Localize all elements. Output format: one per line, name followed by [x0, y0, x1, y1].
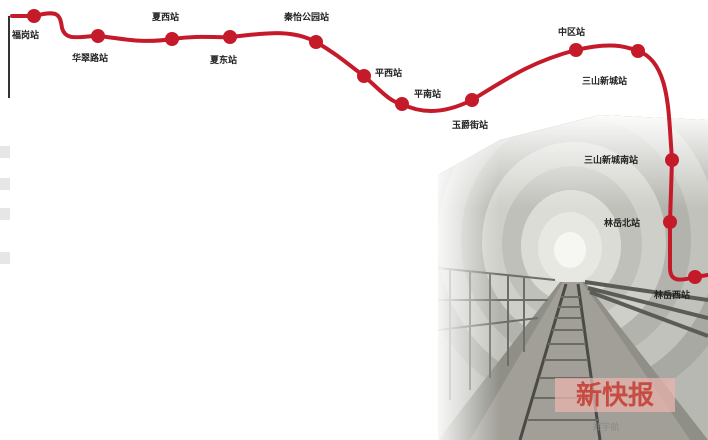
station-label: 三山新城站 [582, 75, 627, 87]
station-label: 福岗站 [11, 29, 39, 41]
station-dot [91, 29, 105, 43]
station-dot [27, 9, 41, 23]
photo-caption: 郑宇航 [592, 421, 619, 433]
newspaper-logo: 新快报 郑宇航 [555, 378, 675, 433]
station-label: 夏东站 [209, 54, 237, 66]
station-label: 中区站 [558, 26, 585, 38]
station-dot [665, 153, 679, 167]
left-border-line [8, 16, 10, 98]
station-label: 夏西站 [151, 11, 179, 23]
station-dot [309, 35, 323, 49]
station-label: 林岳北站 [604, 217, 640, 229]
station-dot [395, 97, 409, 111]
station-label: 林岳西站 [654, 289, 690, 301]
station-dot [569, 43, 583, 57]
station-dot [165, 32, 179, 46]
station-dot [357, 69, 371, 83]
station-label: 平西站 [375, 67, 402, 79]
ghost-mark [0, 252, 10, 264]
logo-text: 新快报 [576, 380, 654, 411]
station-dot [465, 93, 479, 107]
station-dot [663, 215, 677, 229]
station-label: 华翠路站 [72, 52, 108, 64]
ghost-mark [0, 178, 10, 190]
ghost-mark [0, 208, 10, 220]
station-dot [631, 44, 645, 58]
station-dot [688, 270, 702, 284]
station-dot [223, 30, 237, 44]
station-label: 玉爵街站 [452, 119, 488, 131]
station-label: 三山新城南站 [584, 154, 638, 166]
station-label: 秦怡公园站 [283, 11, 329, 23]
ghost-mark [0, 146, 10, 158]
station-label: 平南站 [414, 88, 441, 100]
